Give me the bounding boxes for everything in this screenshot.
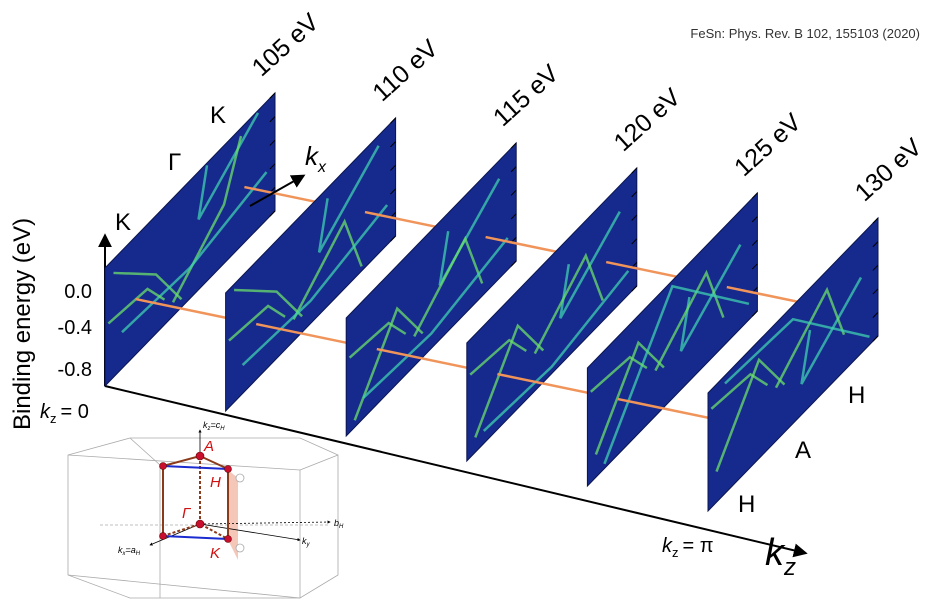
- t: y: [306, 542, 311, 548]
- bz-label: A: [203, 438, 214, 455]
- kx-label: kx: [305, 141, 327, 176]
- bz-label: K: [210, 545, 221, 562]
- point-label: A: [795, 437, 811, 464]
- y-ticks: 0.0 -0.4 -0.8: [58, 281, 92, 381]
- photon-energy-label: 125 eV: [729, 108, 807, 182]
- kz-start: kz= 0: [40, 401, 89, 426]
- citation: FeSn: Phys. Rev. B 102, 155103 (2020): [690, 26, 920, 41]
- bz-axis: kz=cH: [203, 420, 225, 432]
- bz-label: H: [210, 474, 221, 491]
- point-label: K: [115, 209, 131, 236]
- sub: x: [317, 159, 327, 176]
- figure: FeSn: Phys. Rev. B 102, 155103 (2020) Bi…: [0, 0, 934, 607]
- kz-label: kz: [765, 532, 796, 581]
- panels: 105 eV 110 eV 115 eV 120 eV 125 eV 130 eV: [105, 8, 928, 511]
- y-tick-label: 0.0: [64, 281, 92, 303]
- photon-energy-label: 120 eV: [608, 83, 686, 157]
- k: k: [765, 532, 786, 574]
- photon-energy-label: 115 eV: [488, 59, 564, 132]
- bz-axis: ky: [302, 536, 311, 548]
- point-label: H: [848, 382, 865, 409]
- t: H: [136, 551, 141, 557]
- sub: z: [672, 545, 679, 560]
- y-tick-label: -0.8: [58, 359, 92, 381]
- kz-end: kz= π: [662, 535, 714, 560]
- rest: = π: [683, 535, 714, 557]
- t: =c: [211, 420, 221, 430]
- photon-energy-label: 130 eV: [850, 133, 928, 207]
- sub: z: [783, 554, 796, 581]
- photon-energy-label: 110 eV: [367, 34, 443, 107]
- t: =a: [126, 545, 136, 555]
- point-label: K: [210, 102, 226, 129]
- point-label: H: [738, 491, 755, 518]
- y-axis-label: Binding energy (eV): [9, 218, 36, 430]
- t: H: [220, 426, 225, 432]
- photon-energy-label: 105 eV: [247, 8, 325, 82]
- bz-axis: bH: [334, 518, 344, 530]
- y-tick-label: -0.4: [58, 317, 92, 339]
- bz-label: Γ: [182, 505, 192, 522]
- point-label: Γ: [168, 149, 181, 176]
- kz-axis: [105, 386, 805, 553]
- rest: = 0: [61, 401, 89, 423]
- sub: z: [50, 411, 57, 426]
- t: H: [339, 524, 344, 530]
- bz-inset: [68, 430, 338, 598]
- bz-axis: kx=aH: [118, 545, 141, 557]
